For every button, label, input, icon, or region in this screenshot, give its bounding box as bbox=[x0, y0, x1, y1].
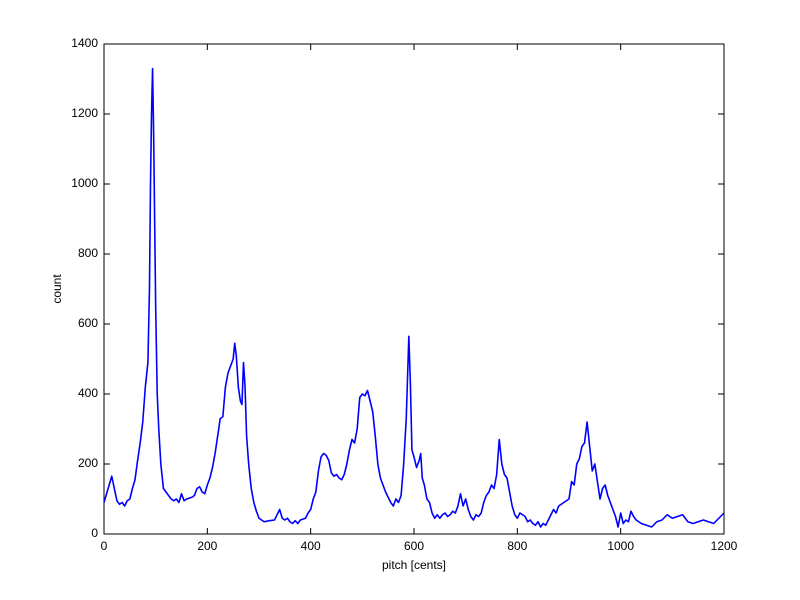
y-tick-label: 1000 bbox=[71, 176, 98, 190]
y-tick-label: 1200 bbox=[71, 106, 98, 120]
y-tick-label: 0 bbox=[91, 526, 98, 540]
data-line bbox=[103, 67, 725, 528]
y-tick-label: 800 bbox=[78, 246, 98, 260]
x-tick-label: 400 bbox=[301, 539, 321, 553]
y-tick-label: 400 bbox=[78, 386, 98, 400]
x-axis-label: pitch [cents] bbox=[382, 558, 446, 572]
x-tick-label: 200 bbox=[197, 539, 217, 553]
plot-frame bbox=[103, 43, 725, 535]
y-tick-label: 200 bbox=[78, 456, 98, 470]
x-tick-label: 800 bbox=[507, 539, 527, 553]
y-axis-label: count bbox=[50, 274, 64, 304]
x-tick-label: 1000 bbox=[607, 539, 634, 553]
y-tick-label: 1400 bbox=[71, 36, 98, 50]
x-tick-label: 1200 bbox=[711, 539, 738, 553]
x-tick-label: 0 bbox=[101, 539, 108, 553]
y-tick-label: 600 bbox=[78, 316, 98, 330]
x-tick-label: 600 bbox=[404, 539, 424, 553]
